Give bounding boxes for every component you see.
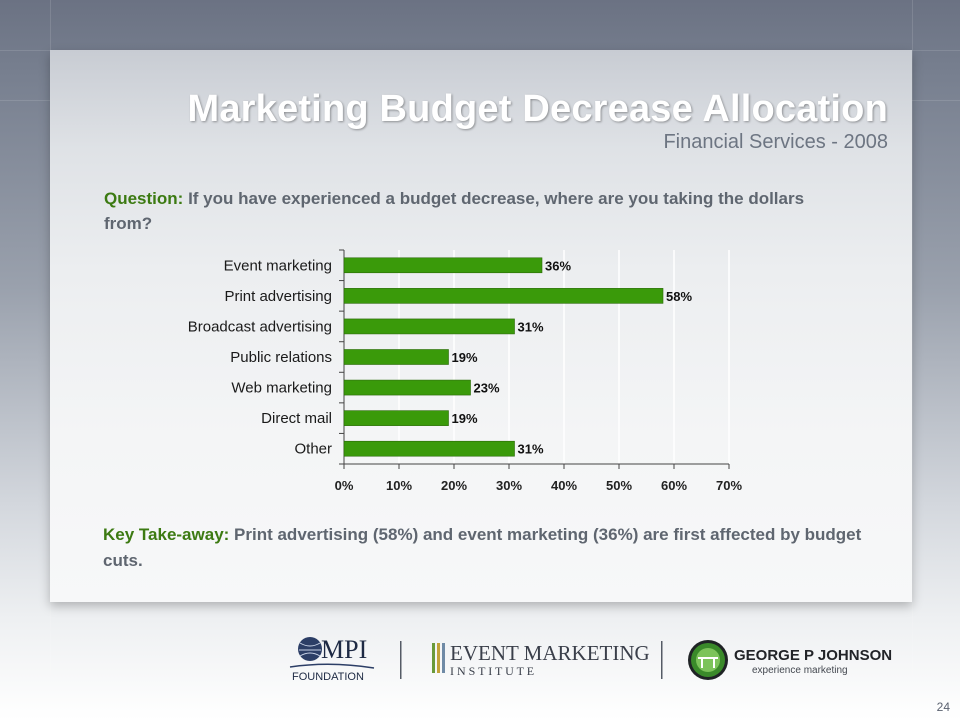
bar bbox=[343, 379, 471, 396]
george-p-johnson-logo: GEORGE P JOHNSON experience marketing bbox=[688, 640, 892, 680]
value-label: 19% bbox=[452, 411, 478, 426]
category-label: Event marketing bbox=[224, 257, 332, 274]
value-label: 19% bbox=[452, 350, 478, 365]
x-tick-label: 20% bbox=[441, 478, 467, 493]
value-label: 36% bbox=[545, 258, 571, 273]
chart-category-labels: Event marketing Print advertising Broadcas… bbox=[188, 257, 332, 457]
x-tick-label: 30% bbox=[496, 478, 522, 493]
sponsor-logos: MPI FOUNDATION EVENT MARKETING I N S T I… bbox=[289, 635, 892, 683]
x-tick-label: 60% bbox=[661, 478, 687, 493]
category-label: Other bbox=[294, 441, 332, 458]
category-label: Public relations bbox=[230, 349, 332, 366]
category-label: Direct mail bbox=[261, 410, 332, 427]
value-label: 31% bbox=[518, 319, 544, 334]
chart-bars bbox=[343, 257, 664, 457]
logo-divider bbox=[661, 641, 663, 679]
page-number: 24 bbox=[936, 700, 950, 714]
bar bbox=[343, 410, 449, 426]
bar bbox=[343, 440, 515, 457]
bg-grid-line bbox=[912, 0, 913, 720]
value-label: 23% bbox=[474, 381, 500, 396]
x-tick-label: 10% bbox=[386, 478, 412, 493]
logo-divider bbox=[400, 641, 402, 679]
x-tick-label: 0% bbox=[335, 478, 354, 493]
slide-subtitle: Financial Services - 2008 bbox=[663, 131, 888, 153]
mpi-foundation-logo: MPI FOUNDATION bbox=[289, 635, 375, 683]
category-label: Web marketing bbox=[231, 380, 332, 397]
gpj-logo-text: GEORGE P JOHNSON bbox=[734, 647, 892, 664]
value-label: 31% bbox=[518, 442, 544, 457]
question-body: If you have experienced a budget decreas… bbox=[104, 189, 805, 233]
gpj-logo-subtext: experience marketing bbox=[752, 665, 848, 676]
x-tick-label: 40% bbox=[551, 478, 577, 493]
takeaway-text: Key Take-away: Print advertising (58%) a… bbox=[103, 522, 883, 574]
x-tick-label: 50% bbox=[606, 478, 632, 493]
takeaway-label: Key Take-away: bbox=[103, 525, 230, 544]
value-label: 58% bbox=[666, 289, 692, 304]
slide-title: Marketing Budget Decrease Allocation bbox=[187, 88, 888, 130]
bar bbox=[343, 349, 449, 365]
bar bbox=[343, 288, 664, 304]
category-label: Print advertising bbox=[224, 288, 332, 305]
chart-tick-labels: 0% 10% 20% 30% 40% 50% 60% 70% bbox=[335, 478, 743, 493]
question-label: Question: bbox=[104, 189, 184, 208]
event-marketing-institute-logo: EVENT MARKETING I N S T I T U T E bbox=[432, 641, 650, 678]
takeaway-body: Print advertising (58%) and event market… bbox=[103, 525, 862, 570]
mpi-logo-text: MPI bbox=[321, 635, 367, 664]
bar bbox=[343, 257, 543, 274]
chart-value-labels: 36% 58% 31% 19% 23% 19% 31% bbox=[452, 258, 693, 456]
category-label: Broadcast advertising bbox=[188, 318, 332, 335]
emi-logo-subtext: I N S T I T U T E bbox=[450, 664, 534, 678]
question-text: Question: If you have experienced a budg… bbox=[104, 186, 824, 236]
x-tick-label: 70% bbox=[716, 478, 742, 493]
mpi-logo-subtext: FOUNDATION bbox=[292, 671, 364, 683]
emi-logo-text: EVENT MARKETING bbox=[450, 641, 650, 665]
bar bbox=[343, 318, 515, 335]
globe-icon bbox=[298, 637, 322, 661]
